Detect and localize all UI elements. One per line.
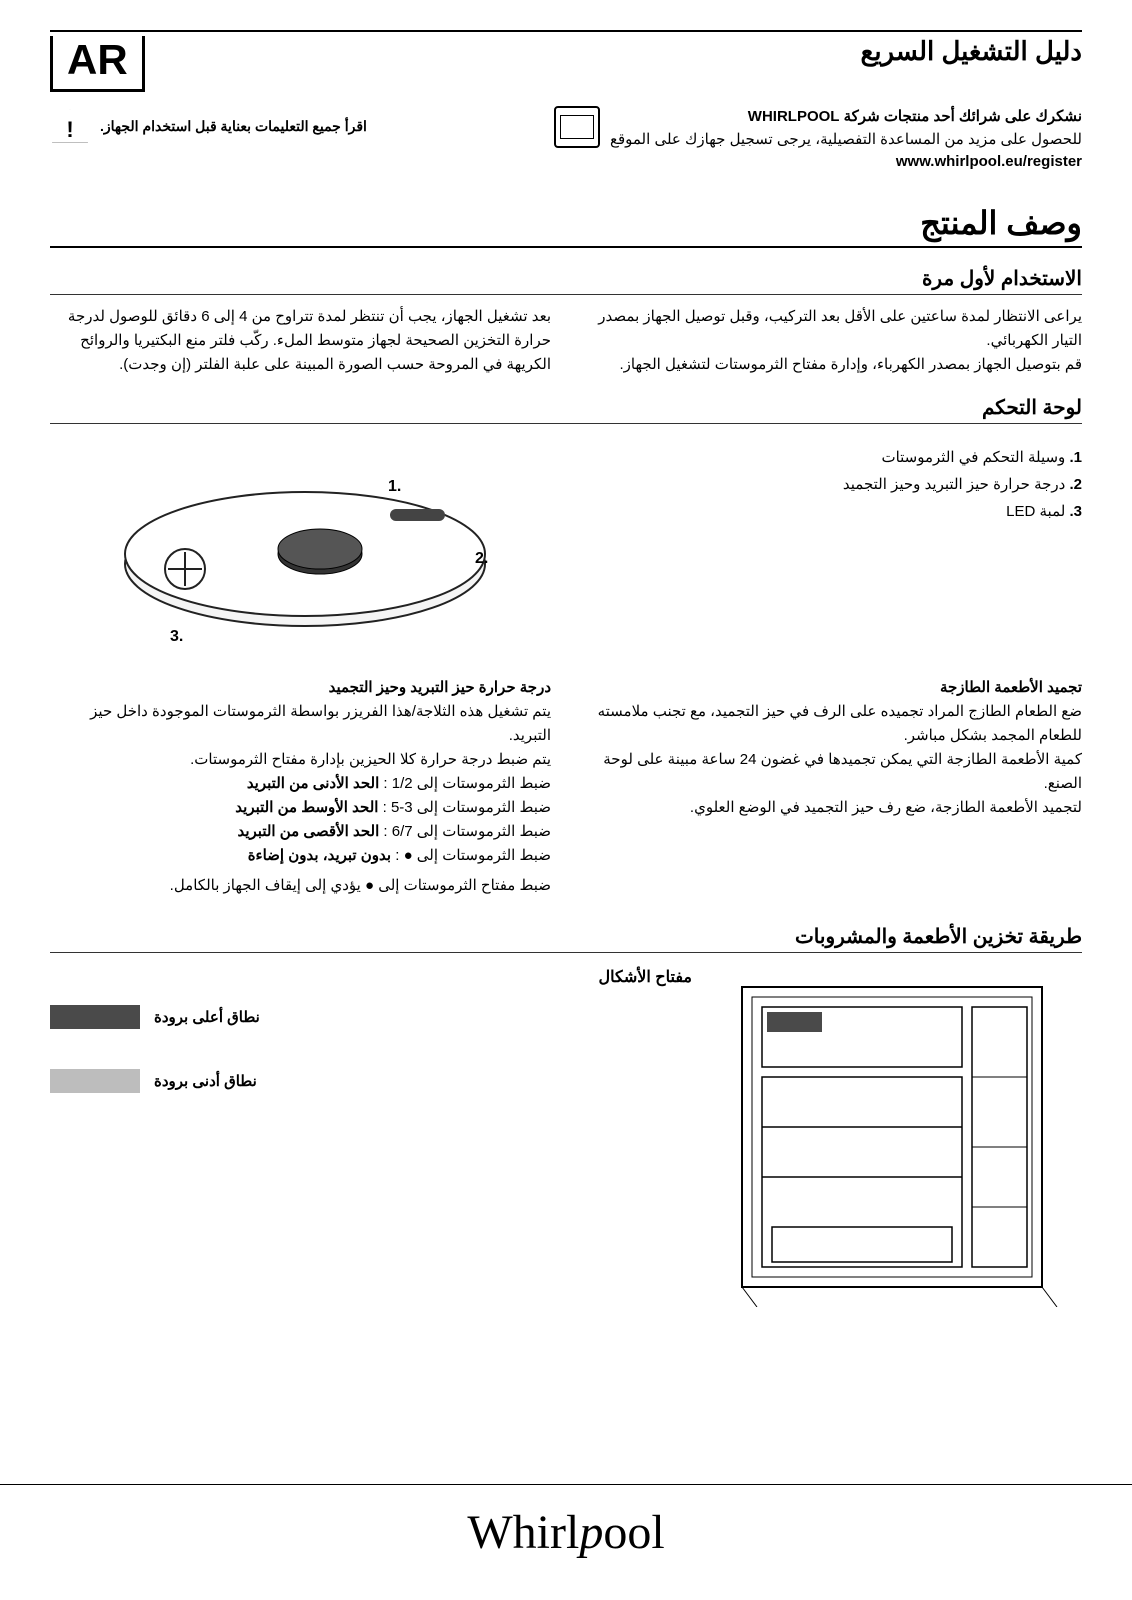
register-url: www.whirlpool.eu/register bbox=[896, 151, 1082, 174]
warning-icon: ! bbox=[50, 108, 90, 144]
key-swatch-light bbox=[50, 1069, 140, 1093]
key-row-low: نطاق أدنى برودة bbox=[50, 1069, 692, 1093]
quick-guide-title: دليل التشغيل السريع bbox=[860, 36, 1082, 67]
temp-row-4: ضبط الثرموستات إلى ● : بدون تبريد، بدون … bbox=[50, 844, 551, 868]
control-item-1: وسيلة التحكم في الثرموستات bbox=[881, 449, 1065, 466]
temp-intro2: يتم ضبط درجة حرارة كلا الحيزين بإدارة مف… bbox=[50, 748, 551, 772]
diagram-label-3: .3 bbox=[170, 624, 183, 650]
temp-intro: يتم تشغيل هذه الثلاجة/هذا الفريزر بواسطة… bbox=[50, 700, 551, 748]
temp-note: ضبط مفتاح الثرموستات إلى ● يؤدي إلى إيقا… bbox=[50, 874, 551, 898]
diagram-label-2: .2 bbox=[475, 546, 488, 572]
key-label-low: نطاق أدنى برودة bbox=[154, 1072, 257, 1090]
freezing-text: ضع الطعام الطازج المراد تجميده على الرف … bbox=[581, 700, 1082, 820]
footer: Whirlpool bbox=[0, 1484, 1132, 1560]
control-item-3: لمبة LED bbox=[1006, 503, 1065, 520]
subtitle-first-use: الاستخدام لأول مرة bbox=[50, 266, 1082, 295]
key-row-high: نطاق أعلى برودة bbox=[50, 1005, 692, 1029]
control-diagram: .1 .2 .3 bbox=[110, 454, 500, 654]
warning-block: اقرأ جميع التعليمات بعناية قبل استخدام ا… bbox=[50, 108, 367, 144]
first-use-left: بعد تشغيل الجهاز، يجب أن تنتظر لمدة تترا… bbox=[50, 305, 551, 377]
section-product-desc: وصف المنتج bbox=[50, 204, 1082, 248]
temp-row-1: ضبط الثرموستات إلى 1/2 : الحد الأدنى من … bbox=[50, 772, 551, 796]
monitor-icon bbox=[554, 106, 600, 148]
register-line: للحصول على مزيد من المساعدة التفصيلية، ي… bbox=[610, 129, 1082, 152]
key-label-high: نطاق أعلى برودة bbox=[154, 1008, 260, 1026]
key-title: مفتاح الأشكال bbox=[50, 967, 692, 987]
freezing-title: تجميد الأطعمة الطازجة bbox=[581, 676, 1082, 700]
subtitle-storage: طريقة تخزين الأطعمة والمشروبات bbox=[50, 924, 1082, 953]
brand-logo: Whirlpool bbox=[467, 1506, 664, 1559]
key-swatch-dark bbox=[50, 1005, 140, 1029]
diagram-label-1: .1 bbox=[388, 474, 401, 500]
temp-row-3: ضبط الثرموستات إلى 6/7 : الحد الأقصى من … bbox=[50, 820, 551, 844]
control-item-2: درجة حرارة حيز التبريد وحيز التجميد bbox=[843, 476, 1065, 493]
register-block: نشكرك على شرائك أحد منتجات شركة WHIRLPOO… bbox=[554, 106, 1082, 174]
fridge-illustration bbox=[722, 967, 1082, 1307]
language-badge: AR bbox=[50, 36, 145, 92]
control-list: 1. وسيلة التحكم في الثرموستات 2. درجة حر… bbox=[535, 444, 1082, 525]
first-use-right: يراعى الانتظار لمدة ساعتين على الأقل بعد… bbox=[581, 305, 1082, 377]
warning-text: اقرأ جميع التعليمات بعناية قبل استخدام ا… bbox=[100, 118, 367, 135]
thanks-line: نشكرك على شرائك أحد منتجات شركة WHIRLPOO… bbox=[610, 106, 1082, 129]
temp-row-2: ضبط الثرموستات إلى 3-5 : الحد الأوسط من … bbox=[50, 796, 551, 820]
subtitle-control-panel: لوحة التحكم bbox=[50, 395, 1082, 424]
temp-title: درجة حرارة حيز التبريد وحيز التجميد bbox=[50, 676, 551, 700]
